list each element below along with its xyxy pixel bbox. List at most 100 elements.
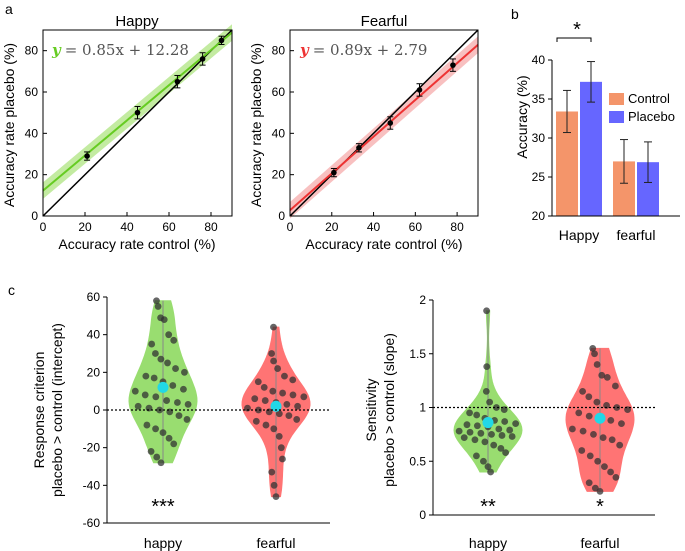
- fearful-ytick-label: 0: [278, 209, 285, 223]
- bar-ytick-label: 25: [532, 170, 546, 184]
- sensitivity-median-marker: [482, 417, 494, 429]
- criterion-data-point: [157, 355, 165, 363]
- sensitivity-data-point: [585, 412, 593, 420]
- criterion-data-point: [175, 412, 183, 420]
- fearful-equation-rest: = 0.89x + 2.79: [313, 41, 428, 59]
- criterion-data-point: [277, 444, 285, 452]
- happy-ylabel: Accuracy rate placebo (%): [1, 43, 17, 207]
- happy-ytick-label: 40: [25, 126, 39, 140]
- fearful-chart-title: Fearful: [361, 13, 408, 30]
- fearful-data-point: [356, 145, 362, 151]
- fearful-equation: y = 0.89x + 2.79: [299, 41, 427, 59]
- sensitivity-data-point: [593, 398, 601, 406]
- legend-control-swatch: [609, 93, 624, 105]
- fearful-xtick-label: 60: [409, 220, 423, 234]
- criterion-ylabel-2: placebo > control (intercept): [49, 323, 65, 497]
- sensitivity-data-point: [603, 401, 610, 409]
- criterion-data-point: [268, 468, 276, 476]
- happy-xtick-label: 0: [40, 220, 47, 234]
- legend-placebo-label: Placebo: [628, 109, 675, 124]
- criterion-data-point: [142, 372, 150, 380]
- criterion-data-point: [150, 374, 158, 382]
- criterion-data-point: [174, 399, 181, 406]
- sensitivity-data-point: [613, 404, 621, 411]
- criterion-data-point: [148, 340, 156, 348]
- sensitivity-significance-happy: **: [480, 496, 496, 518]
- criterion-data-point: [147, 448, 155, 455]
- sensitivity-data-point: [586, 452, 594, 460]
- happy-data-point: [218, 37, 225, 44]
- criterion-data-point: [134, 402, 142, 410]
- sensitivity-data-point: [603, 374, 611, 381]
- sensitivity-data-point: [481, 438, 489, 446]
- bar-placebo-fearful: [637, 162, 659, 216]
- sensitivity-data-point: [590, 430, 597, 438]
- sensitivity-data-point: [466, 409, 473, 417]
- happy-xtick-label: 20: [78, 220, 92, 234]
- criterion-data-point: [270, 425, 278, 433]
- fearful-ytick-label: 40: [272, 126, 286, 140]
- criterion-data-point: [279, 455, 286, 463]
- criterion-data-point: [289, 391, 297, 399]
- happy-equation-var: y: [51, 41, 62, 59]
- criterion-ytick-label: -20: [83, 441, 101, 455]
- criterion-data-point: [183, 416, 191, 423]
- criterion-data-point: [141, 391, 149, 399]
- sensitivity-data-point: [591, 350, 598, 358]
- sensitivity-data-point: [611, 382, 619, 390]
- criterion-data-point: [270, 481, 278, 489]
- bar-ylabel: Accuracy (%): [514, 75, 530, 158]
- bar-ytick-label: 30: [532, 131, 546, 145]
- sensitivity-data-point: [493, 404, 500, 411]
- sensitivity-data-point: [473, 422, 481, 430]
- sensitivity-data-point: [585, 479, 593, 487]
- sensitivity-data-point: [501, 418, 509, 425]
- happy-xtick-label: 80: [204, 220, 218, 234]
- criterion-data-point: [254, 378, 262, 386]
- sensitivity-data-point: [466, 428, 474, 436]
- legend-placebo-swatch: [609, 111, 624, 123]
- criterion-data-point: [251, 395, 259, 403]
- bar-ytick-label: 35: [532, 92, 546, 106]
- fearful-scatter-plot: 0 20 40 60 80 0 20 40 60 80: [272, 29, 479, 234]
- sensitivity-data-point: [599, 434, 607, 441]
- criterion-data-point: [152, 393, 160, 401]
- criterion-ytick-label: 60: [87, 290, 101, 304]
- criterion-data-point: [181, 368, 188, 376]
- sensitivity-data-point: [618, 420, 625, 428]
- happy-identity-line: [42, 29, 233, 217]
- sensitivity-data-point: [596, 487, 604, 495]
- sensitivity-data-point: [483, 307, 490, 315]
- happy-axes-frame: [42, 29, 233, 217]
- legend-control-label: Control: [628, 91, 670, 106]
- sensitivity-ylabel-1: Sensitivity: [363, 378, 379, 441]
- sensitivity-data-point: [473, 452, 480, 460]
- panel-label-a: a: [5, 1, 13, 17]
- happy-chart-title: Happy: [115, 13, 159, 30]
- sensitivity-data-point: [607, 468, 614, 476]
- sensitivity-data-point: [495, 425, 503, 433]
- criterion-data-point: [269, 387, 277, 395]
- criterion-data-point: [281, 372, 288, 380]
- criterion-data-point: [170, 440, 178, 448]
- criterion-data-point: [283, 400, 291, 408]
- sensitivity-category-happy: happy: [469, 535, 507, 551]
- bar-placebo-happy: [580, 81, 602, 216]
- sensitivity-data-point: [502, 449, 510, 457]
- criterion-data-point: [131, 387, 139, 395]
- criterion-data-point: [262, 421, 270, 429]
- fearful-data-point: [416, 87, 423, 93]
- sensitivity-median-marker: [594, 412, 606, 424]
- sensitivity-data-point: [486, 398, 494, 406]
- criterion-ytick-label: 40: [87, 328, 101, 342]
- sensitivity-ytick-label: 1: [419, 401, 426, 415]
- criterion-data-point: [279, 389, 287, 397]
- sensitivity-data-point: [498, 432, 506, 439]
- sensitivity-data-point: [482, 387, 490, 395]
- accuracy-bar-chart: 20 25 30 35 40: [532, 37, 680, 223]
- fearful-xtick-label: 20: [325, 220, 339, 234]
- sensitivity-data-point: [455, 427, 463, 435]
- sensitivity-data-point: [490, 441, 498, 449]
- criterion-ytick-label: -60: [83, 516, 101, 530]
